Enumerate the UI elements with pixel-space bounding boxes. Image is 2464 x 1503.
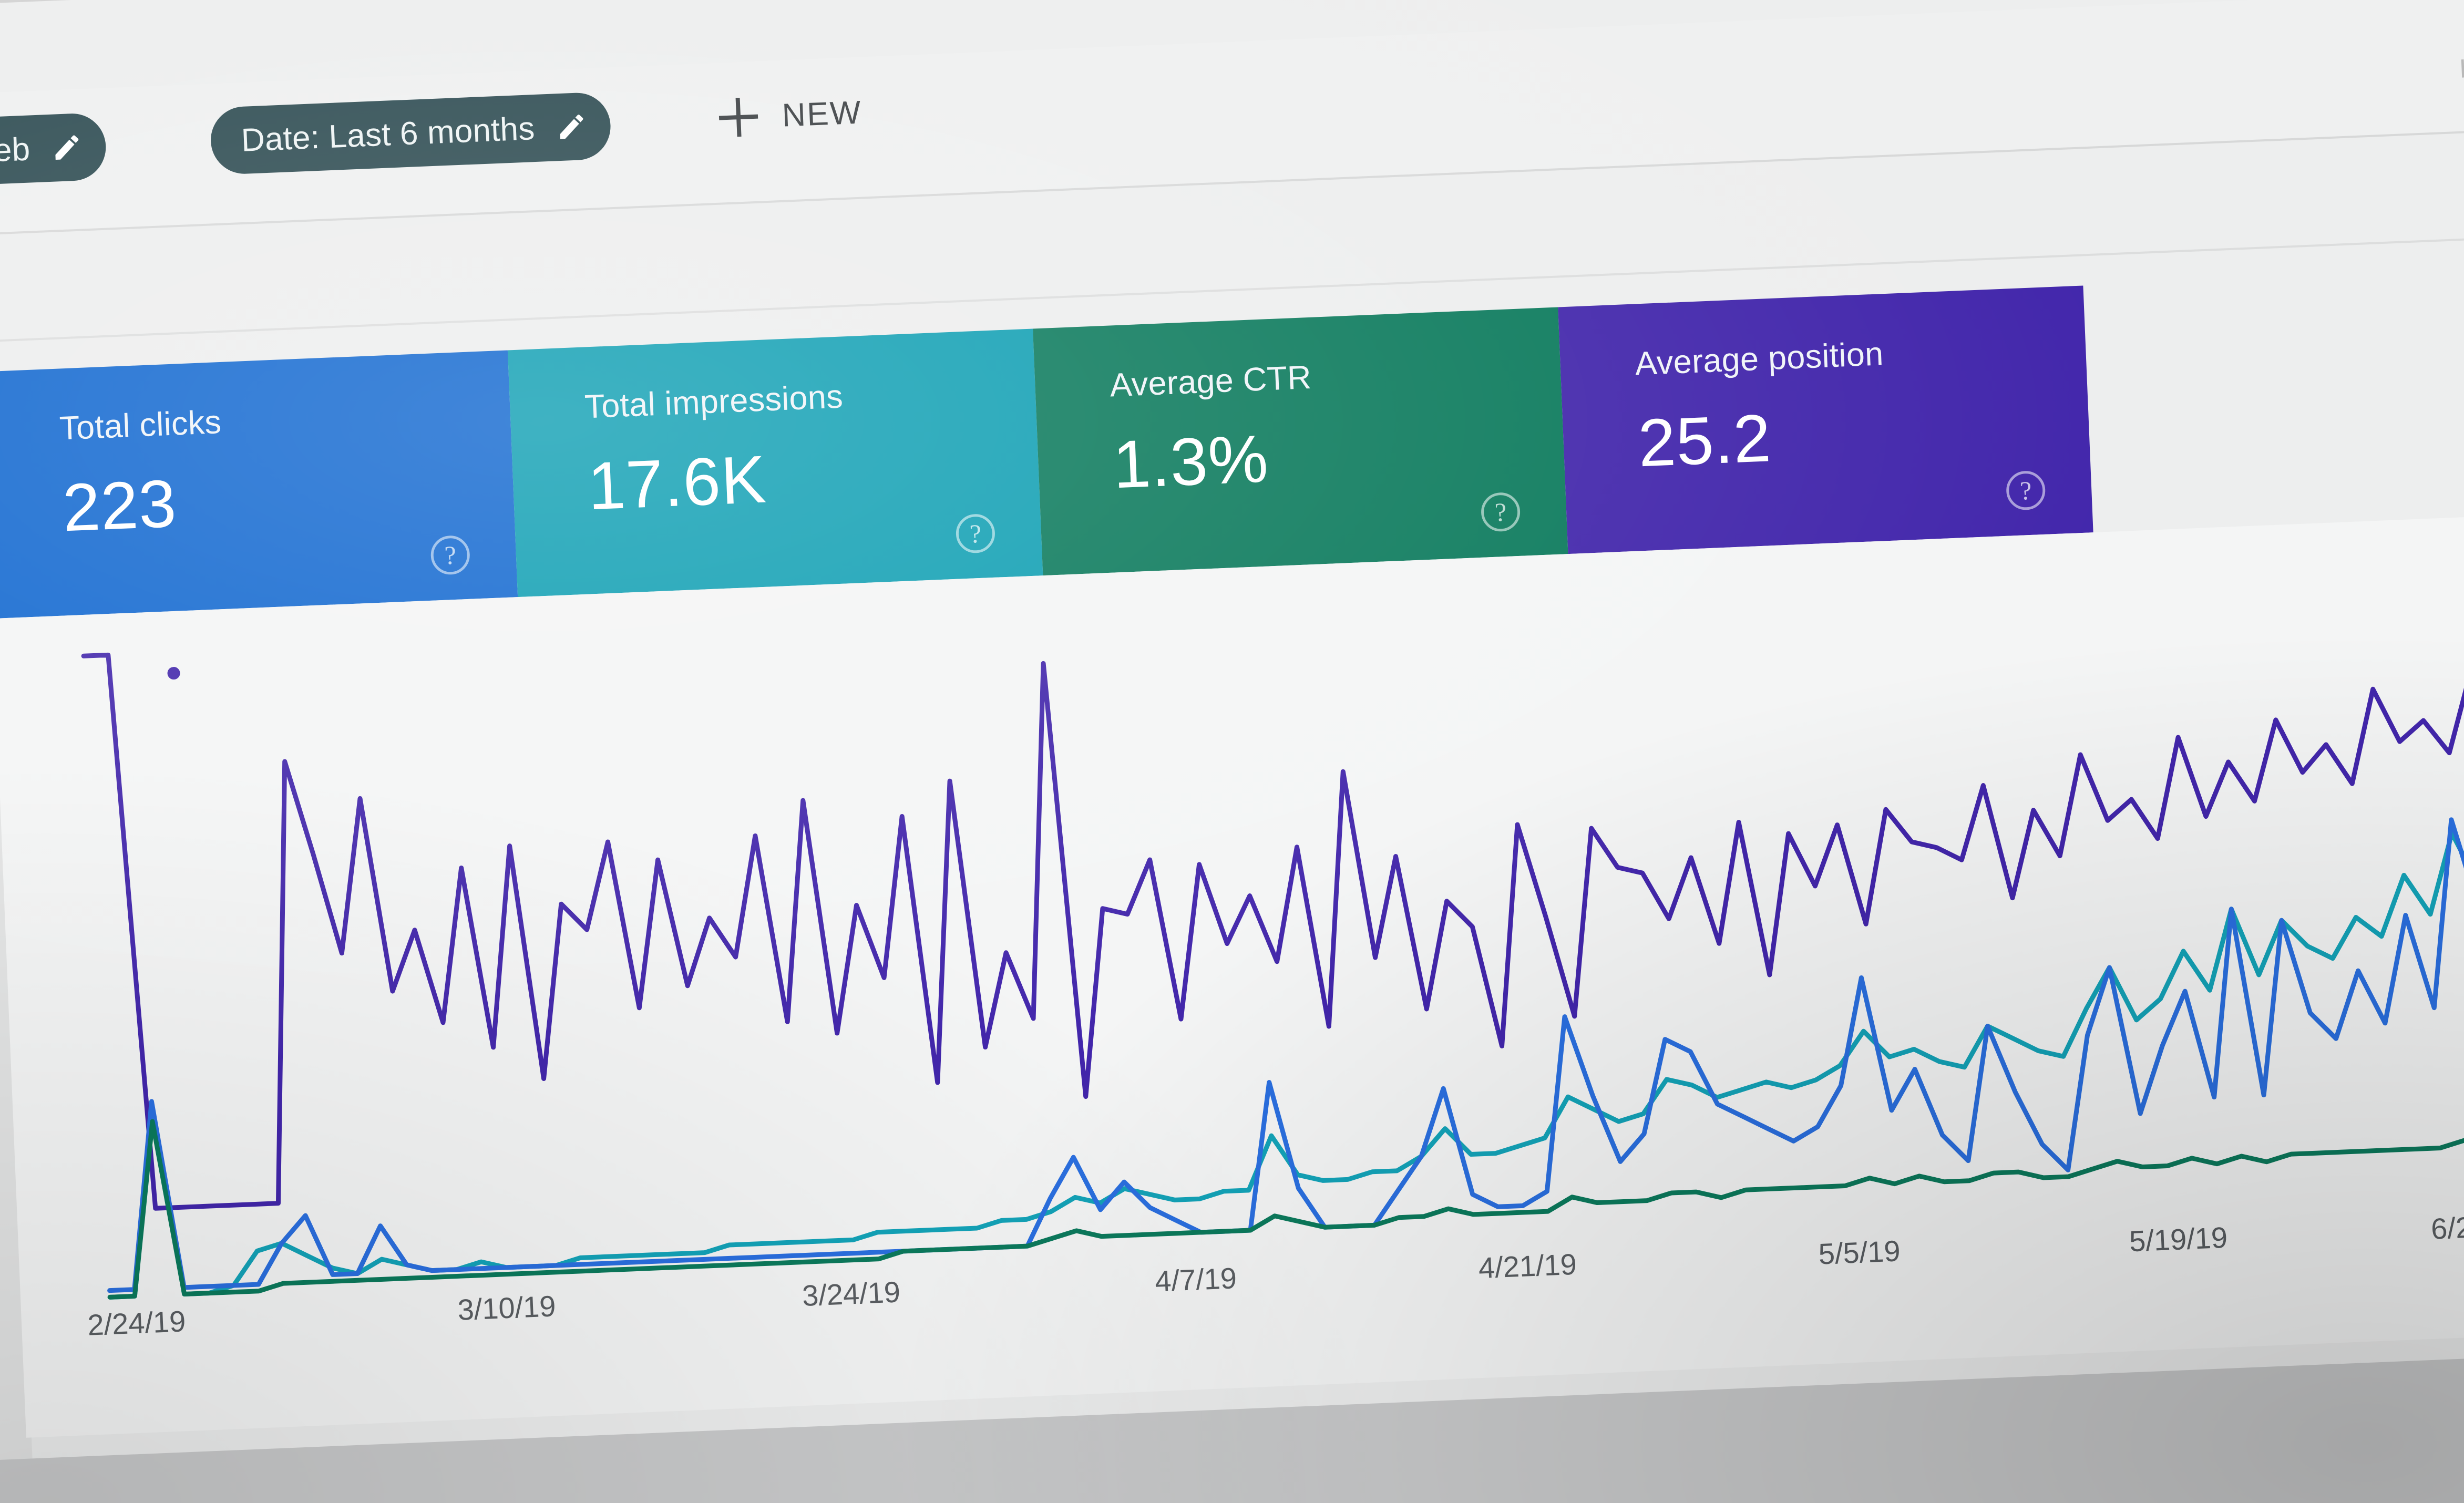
chart-series-line [107,788,2464,1300]
filter-chip-type[interactable]: type: Web [0,112,107,190]
metric-card-total-clicks[interactable]: Total clicks 223 ? [0,350,518,619]
metric-card-value: 1.3% [1111,421,1270,503]
metric-card-title: Average CTR [1109,358,1312,404]
metric-card-value: 17.6K [586,441,768,524]
metric-card-total-impressions[interactable]: Total impressions 17.6K ? [507,328,1043,598]
filter-chip-type-label: type: Web [0,130,31,173]
x-axis-tick-label: 5/19/19 [2128,1220,2229,1258]
x-axis-tick-label: 6/2/19 [2430,1209,2464,1245]
new-filter-button-label: NEW [781,94,863,134]
filter-chip-date[interactable]: Date: Last 6 months [209,91,612,176]
filter-chip-date-label: Date: Last 6 months [240,110,536,159]
chart-series-line [81,652,2464,1211]
x-axis-tick-label: 4/7/19 [1154,1261,1238,1298]
help-icon[interactable]: ? [955,513,996,554]
new-filter-button[interactable]: NEW [718,92,863,137]
help-icon[interactable]: ? [1480,491,1521,532]
pencil-icon[interactable] [555,110,588,143]
last-updated-text: La [2459,53,2464,84]
chart-stray-dot [167,667,180,680]
metric-card-average-position[interactable]: Average position 25.2 ? [1558,285,2093,554]
x-axis-tick-label: 3/10/19 [457,1289,557,1326]
x-axis-tick-label: 4/21/19 [1477,1247,1577,1285]
metric-card-title: Total clicks [58,403,222,447]
help-icon[interactable]: ? [2005,470,2046,511]
plus-icon [718,97,759,138]
metric-card-value: 223 [61,466,178,546]
metric-card-title: Average position [1634,335,1884,383]
x-axis-tick-label: 5/5/19 [1818,1234,1901,1271]
chart-series-line [107,1119,2464,1300]
help-icon[interactable]: ? [430,534,471,575]
pencil-icon[interactable] [50,131,83,163]
filter-toolbar: type: Web Date: Last 6 months NEW [0,0,2464,239]
performance-line-chart[interactable] [0,514,2464,1317]
metric-card-title: Total impressions [584,378,844,426]
chart-series-line [107,761,2464,1293]
x-axis-tick-label: 2/24/19 [87,1304,187,1342]
performance-chart-panel: 2/24/19 3/10/19 3/24/19 4/7/19 4/21/19 5/5/19… [0,513,2464,1438]
x-axis-tick-label: 3/24/19 [801,1275,901,1312]
metric-card-value: 25.2 [1637,400,1773,481]
metric-card-average-ctr[interactable]: Average CTR 1.3% ? [1033,307,1568,576]
